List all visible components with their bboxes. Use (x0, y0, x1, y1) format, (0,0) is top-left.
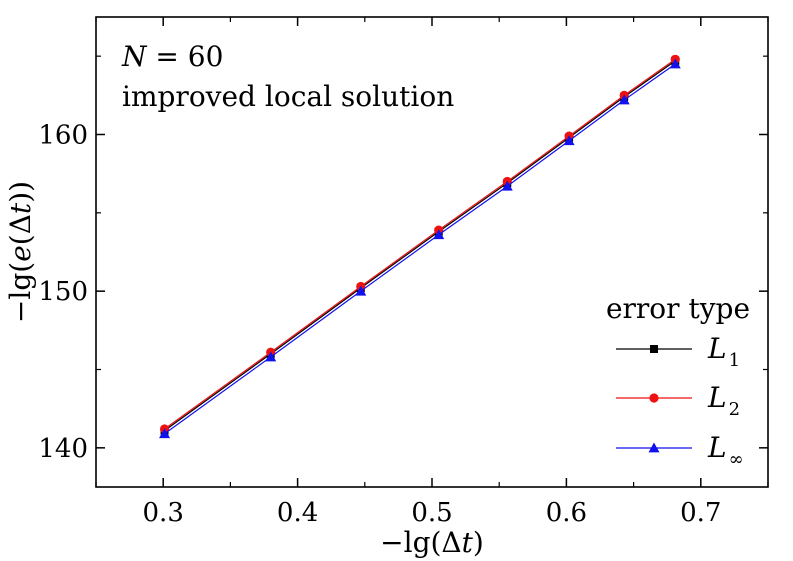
x-tick-label: 0.7 (680, 498, 721, 528)
x-tick-label: 0.6 (546, 498, 587, 528)
ticks-layer: 0.3 0.4 0.5 0.6 0.7 140 150 160 (38, 17, 769, 528)
legend-label-sub: ∞ (729, 449, 744, 470)
annotation-n-value: N = 60 (121, 40, 223, 73)
series-2 (159, 54, 680, 434)
data-point (265, 351, 277, 362)
axis-title-part: −lg(Δ (380, 526, 461, 559)
x-tick-label: 0.4 (277, 498, 318, 528)
data-point (159, 428, 171, 439)
legend-marker (649, 393, 659, 403)
legend: error type L 1L 2L ∞ (606, 292, 750, 470)
legend-label-sub: 2 (729, 399, 740, 420)
data-point (355, 285, 367, 296)
data-point (501, 180, 513, 191)
annotation-n-rest: = 60 (147, 40, 224, 73)
legend-entry-3: L ∞ (616, 431, 744, 470)
series-1 (160, 56, 680, 435)
legend-title: error type (606, 292, 750, 325)
series-line (164, 58, 676, 430)
axis-title-part: t (4, 202, 37, 214)
data-point (563, 135, 575, 146)
axis-title-part: (Δ (4, 214, 37, 245)
series-line (164, 63, 676, 435)
x-tick-label: 0.5 (411, 498, 452, 528)
x-tick-label: 0.3 (143, 498, 184, 528)
legend-label-sub: 1 (729, 350, 740, 371)
annotation-method: improved local solution (122, 80, 454, 113)
legend-label-main: L (707, 332, 727, 365)
legend-marker (650, 345, 658, 353)
data-point (433, 229, 445, 240)
legend-label-main: L (707, 431, 727, 464)
series-line (164, 60, 676, 432)
axis-title-part: e (4, 245, 37, 262)
y-tick-label: 160 (38, 121, 88, 151)
annotation-n-symbol: N (121, 40, 148, 73)
legend-label: L ∞ (707, 431, 744, 470)
data-point (669, 58, 681, 69)
axis-title-part: t (462, 526, 474, 559)
legend-marker (648, 442, 660, 453)
y-axis-title: −lg(e(Δt)) (4, 181, 37, 323)
axis-title-part: ) (473, 526, 484, 559)
series-3 (159, 58, 681, 439)
axis-title-part: −lg( (4, 262, 37, 323)
series-layer (159, 54, 681, 439)
y-tick-label: 150 (38, 277, 88, 307)
legend-label-main: L (707, 381, 727, 414)
x-axis-title: −lg(Δt) (380, 526, 484, 559)
data-point (618, 94, 630, 105)
y-tick-label: 140 (38, 434, 88, 464)
axis-title-part: )) (4, 181, 37, 203)
